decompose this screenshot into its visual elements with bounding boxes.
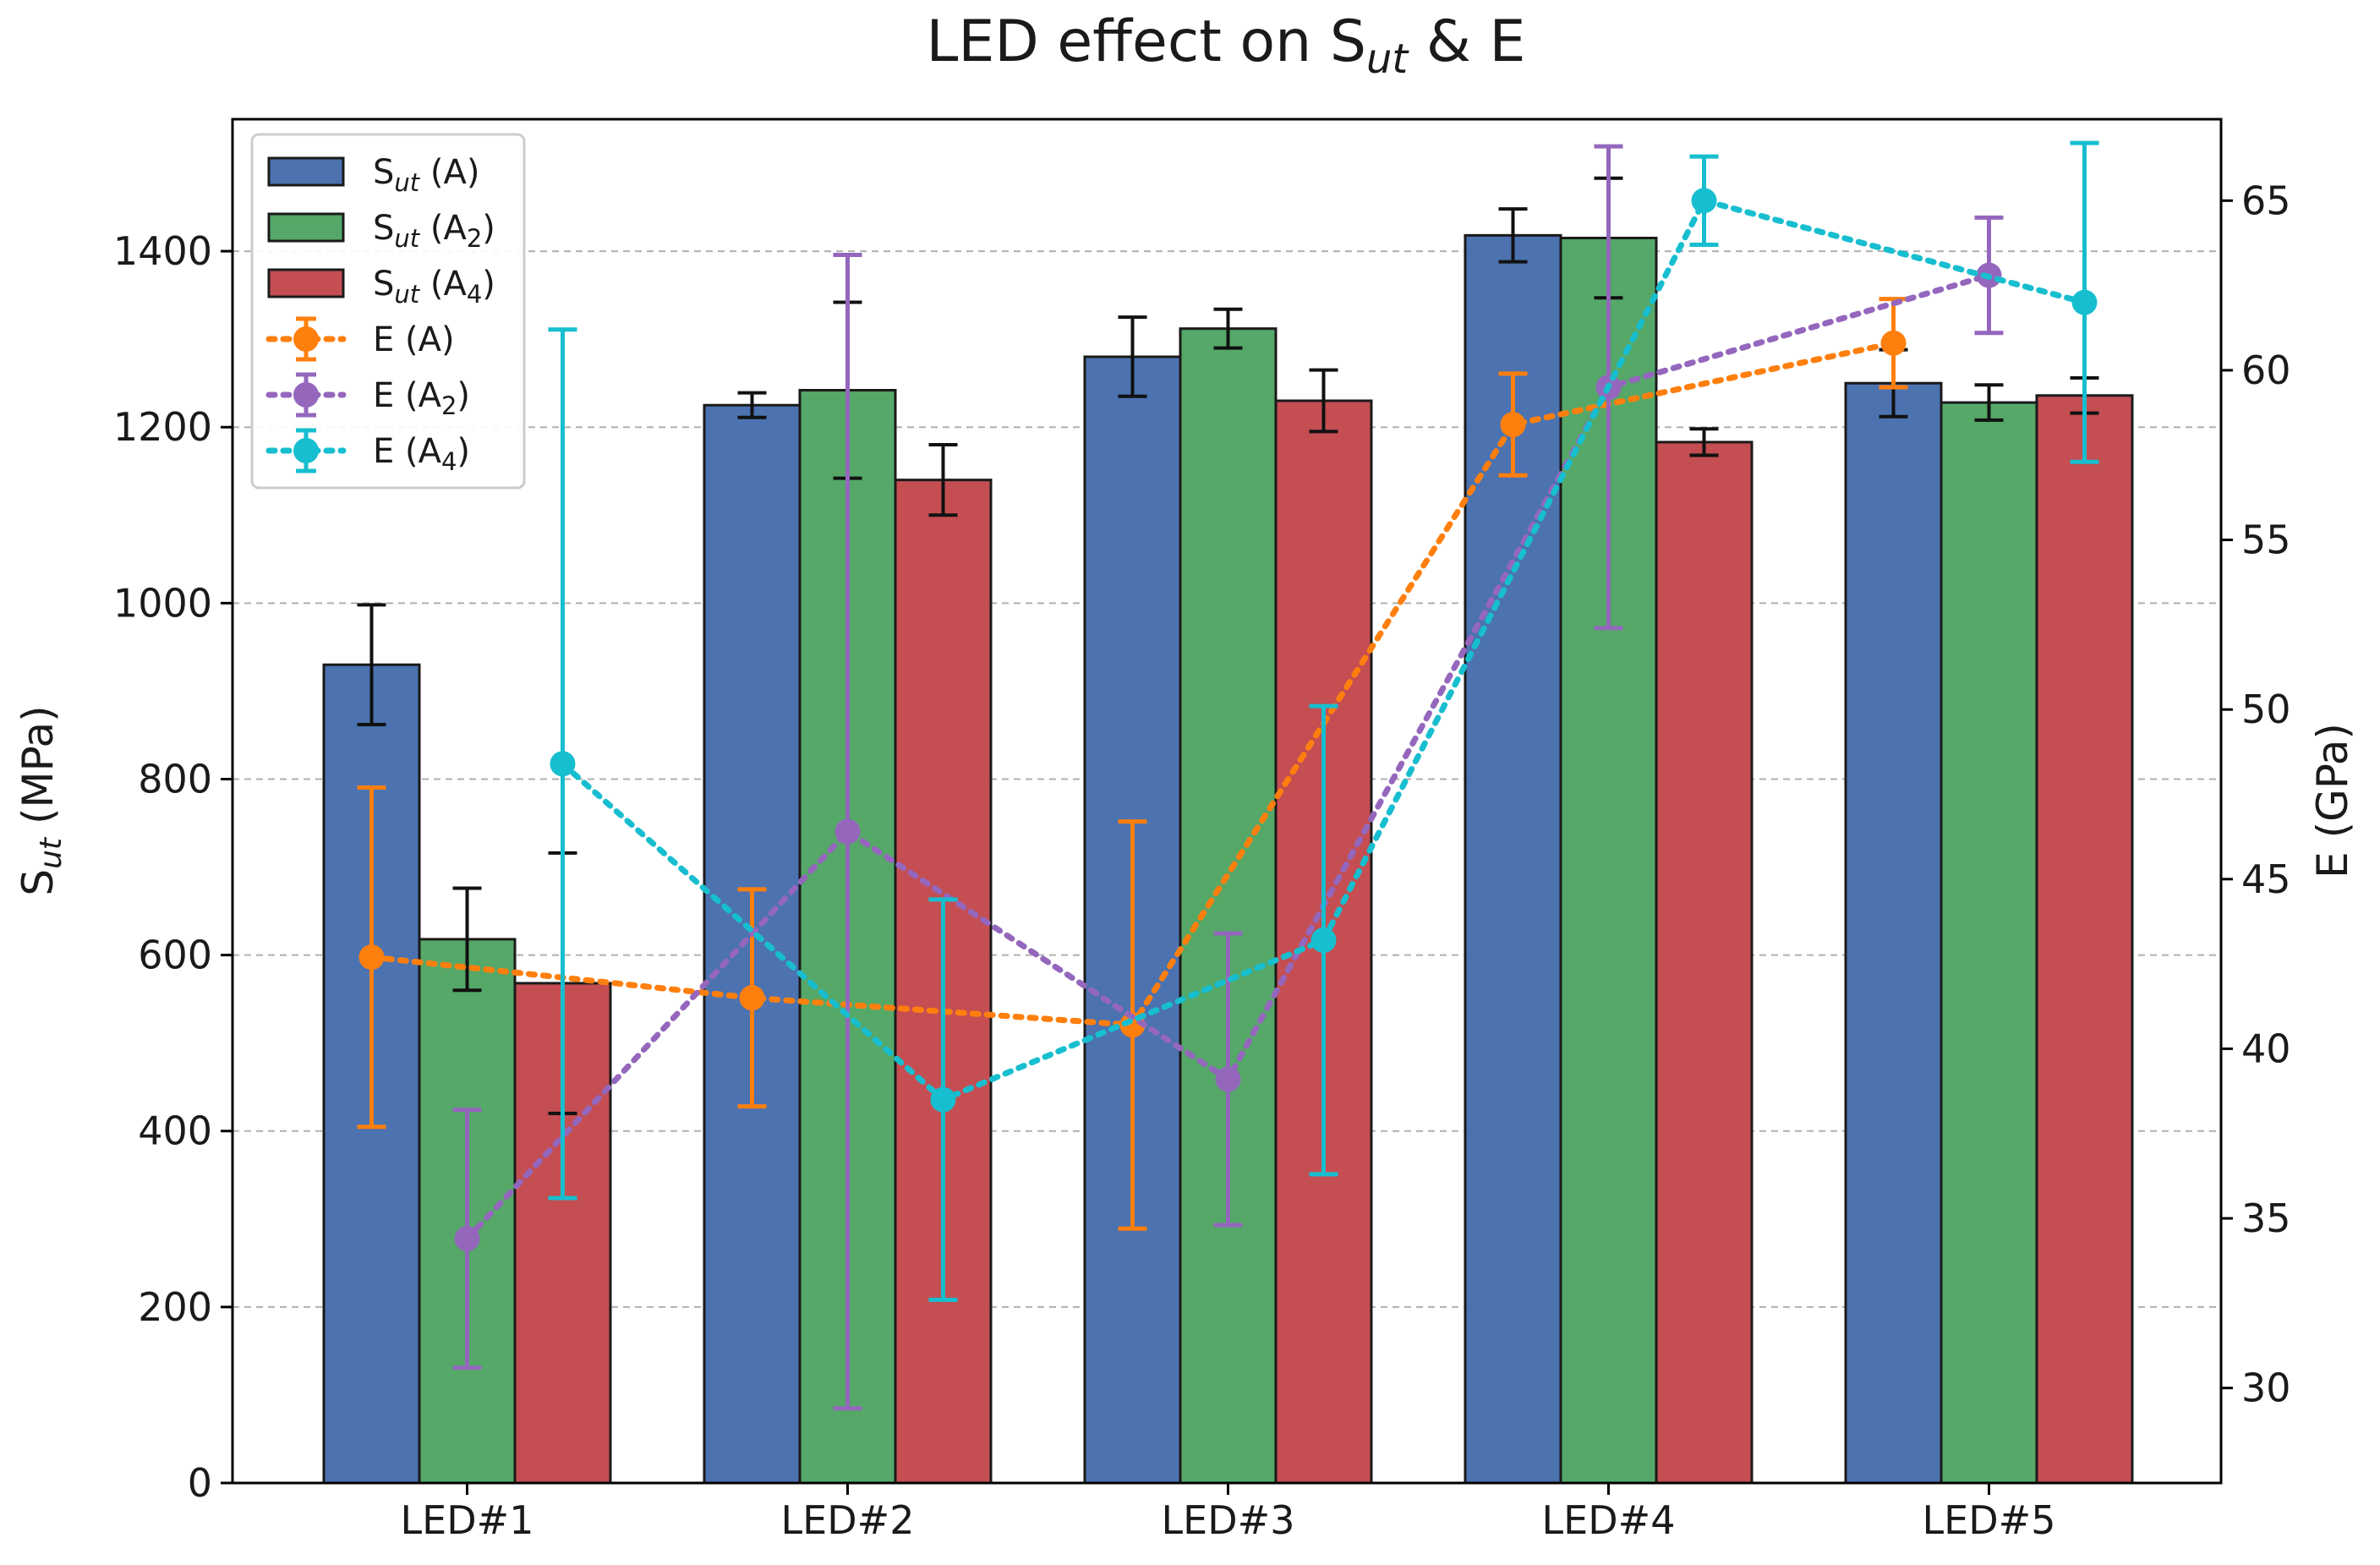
e-point: [1691, 188, 1717, 214]
y-axis-title: Sut (MPa): [14, 705, 68, 895]
e-point: [2071, 289, 2098, 315]
y2-tick-label: 65: [2241, 178, 2291, 223]
e-point: [739, 985, 765, 1011]
x-tick-label: LED#4: [1542, 1497, 1676, 1543]
e-point: [834, 818, 861, 845]
y2-axis-title: E (GPa): [2308, 723, 2357, 878]
x-tick-label: LED#5: [1923, 1497, 2056, 1543]
x-tick-label: LED#2: [781, 1497, 915, 1543]
y-tick-label: 200: [138, 1284, 212, 1330]
x-tick-label: LED#1: [401, 1497, 534, 1543]
x-tick-label: LED#3: [1162, 1497, 1295, 1543]
left-axis-ticks: 0 200 400 600 800 1000 1200 1400: [113, 228, 233, 1506]
y-tick-label: 1400: [113, 228, 212, 274]
e-point: [358, 944, 385, 971]
legend-marker: [293, 438, 319, 463]
e-point: [1880, 330, 1907, 356]
legend-label: E (A): [373, 320, 455, 359]
y-tick-label: 400: [138, 1108, 212, 1154]
legend-label: Sut (A2): [373, 209, 495, 253]
chart-title: LED effect on Sut & E: [927, 8, 1526, 83]
y-tick-label: 1200: [113, 404, 212, 450]
legend-marker: [293, 326, 319, 352]
legend-swatch: [267, 212, 345, 243]
e-series-lines: [357, 140, 2099, 1411]
e-point: [550, 751, 576, 777]
legend-label: Sut (A): [373, 153, 479, 197]
y-tick-label: 800: [138, 756, 212, 802]
y2-tick-label: 40: [2241, 1026, 2291, 1071]
legend-swatch: [267, 268, 345, 298]
bar: [1940, 401, 2038, 1485]
bar: [2035, 394, 2134, 1485]
bar: [1844, 381, 1943, 1485]
y2-tick-label: 60: [2241, 347, 2291, 393]
x-axis-ticks: LED#1 LED#2 LED#3 LED#4 LED#5: [401, 1483, 2056, 1543]
e-point: [930, 1086, 956, 1113]
y-tick-label: 1000: [113, 580, 212, 626]
legend: Sut (A) Sut (A2) Sut (A4) E (A) E (A2) E (A4): [250, 133, 526, 490]
bars: [322, 233, 2134, 1485]
legend-swatch: [267, 156, 345, 187]
e-point: [1500, 412, 1526, 438]
legend-marker: [293, 382, 319, 408]
legend-label: E (A4): [373, 432, 470, 476]
y2-tick-label: 35: [2241, 1196, 2291, 1241]
bar: [1655, 440, 1754, 1485]
y2-tick-label: 50: [2241, 687, 2291, 732]
y2-tick-label: 45: [2241, 856, 2291, 902]
bar: [1179, 327, 1278, 1485]
y-tick-label: 0: [188, 1460, 212, 1506]
y-tick-label: 600: [138, 933, 212, 978]
right-axis-ticks: 30 35 40 45 50 55 60 65: [2221, 178, 2291, 1411]
y2-tick-label: 55: [2241, 517, 2291, 563]
legend-label: Sut (A4): [373, 265, 495, 309]
e-point: [454, 1226, 480, 1252]
legend-label: E (A2): [373, 376, 470, 420]
e-point: [1215, 1066, 1241, 1092]
e-point: [1310, 928, 1337, 954]
bar: [513, 982, 612, 1485]
y2-tick-label: 30: [2241, 1365, 2291, 1411]
